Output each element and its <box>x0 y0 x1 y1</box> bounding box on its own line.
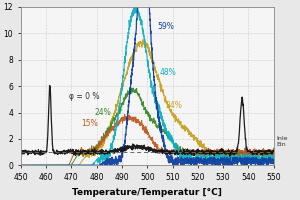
Text: 34%: 34% <box>165 101 182 110</box>
Text: φ = 0 %: φ = 0 % <box>69 92 99 101</box>
Text: 24%: 24% <box>94 108 111 117</box>
Text: 48%: 48% <box>160 68 177 77</box>
X-axis label: Temperature/Temperatur [°C]: Temperature/Temperatur [°C] <box>72 188 222 197</box>
Text: 15%: 15% <box>81 119 98 128</box>
Text: 59%: 59% <box>157 22 174 31</box>
Text: Inle
Ein: Inle Ein <box>276 136 288 147</box>
